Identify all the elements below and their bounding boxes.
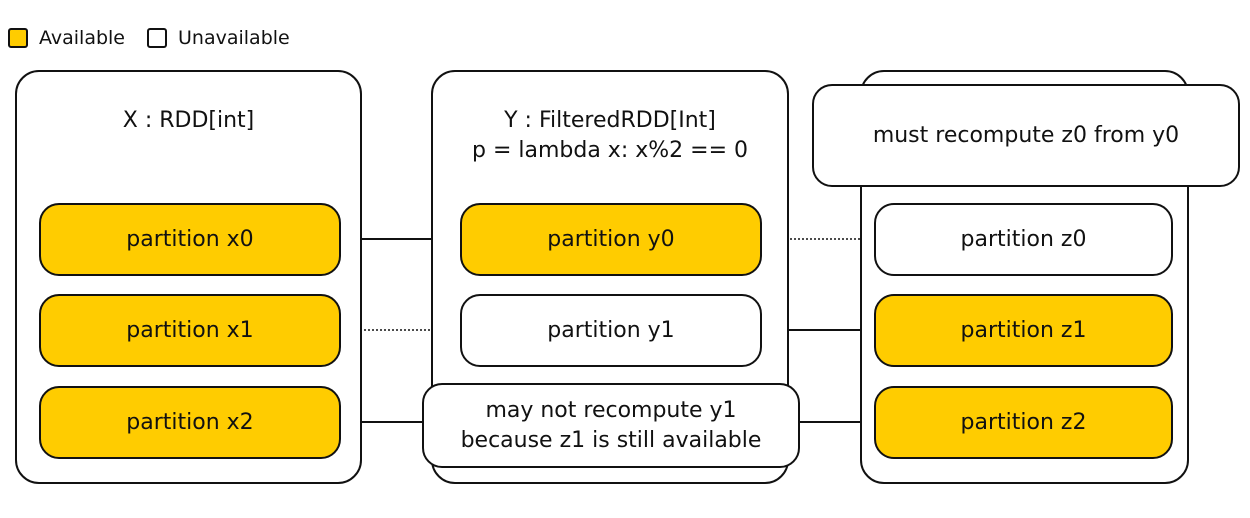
partition-z1: partition z1 — [874, 294, 1173, 367]
legend: Available Unavailable — [8, 28, 312, 48]
rdd-y-title: Y : FilteredRDD[Int] — [504, 108, 716, 133]
note-y1-line2: because z1 is still available — [460, 427, 762, 453]
legend-unavailable-swatch — [147, 28, 168, 48]
legend-unavailable-label: Unavailable — [178, 27, 290, 49]
partition-x0: partition x0 — [39, 203, 341, 276]
rdd-x-title: X : RDD[int] — [122, 108, 255, 133]
rdd-y-predicate: p = lambda x: x%2 == 0 — [471, 138, 748, 163]
note-must-recompute-z0: must recompute z0 from y0 — [812, 84, 1240, 187]
partition-x1: partition x1 — [39, 294, 341, 367]
partition-y0: partition y0 — [460, 203, 762, 276]
note-may-not-recompute-y1: may not recompute y1 because z1 is still… — [422, 383, 800, 468]
partition-y1: partition y1 — [460, 294, 762, 367]
partition-x2: partition x2 — [39, 386, 341, 459]
legend-available-swatch — [8, 28, 28, 48]
partition-z0: partition z0 — [874, 203, 1173, 276]
note-y1-line1: may not recompute y1 — [485, 397, 737, 423]
partition-z2: partition z2 — [874, 386, 1173, 459]
note-z0-text: must recompute z0 from y0 — [872, 122, 1180, 148]
legend-available-label: Available — [39, 27, 126, 49]
